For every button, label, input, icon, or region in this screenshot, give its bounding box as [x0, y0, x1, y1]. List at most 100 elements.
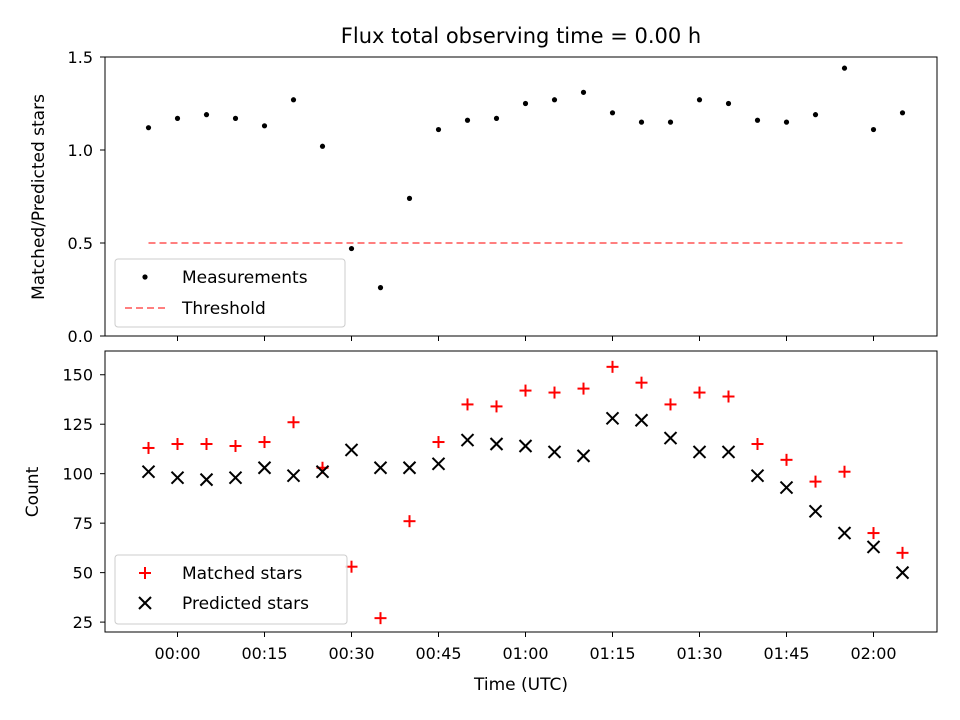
measurement-point [377, 285, 384, 291]
matched-star-point [200, 438, 213, 451]
predicted-star-point [199, 472, 214, 487]
count-marks [141, 360, 910, 625]
predicted-star-point [721, 445, 736, 459]
matched-star-point [664, 398, 677, 411]
matched-star-point [432, 436, 445, 449]
ratio-x-ticks [177, 336, 874, 341]
count-x-tick-label: 02:00 [850, 644, 896, 663]
matched-star-point [490, 400, 503, 413]
predicted-star-point [779, 480, 794, 495]
matched-star-point [896, 546, 909, 559]
matched-star-point [142, 441, 155, 454]
measurement-point [261, 123, 268, 129]
measurement-point [522, 100, 529, 107]
ratio-y-tick-label: 1.5 [68, 48, 93, 67]
legend-marker-predicted-stars [138, 596, 152, 610]
matched-star-point [809, 475, 822, 488]
count-legend: Matched stars Predicted stars [114, 554, 348, 625]
measurement-point [174, 115, 181, 121]
matched-star-point [577, 382, 590, 395]
ratio-panel: 0.0 0.5 1.0 1.5 Matched/Predicted stars Mea… [29, 48, 938, 346]
measurement-point [841, 65, 848, 71]
ratio-y-tick-label: 0.5 [68, 234, 93, 253]
predicted-star-point [518, 439, 533, 453]
measurement-point [696, 97, 703, 103]
ratio-legend-box [114, 258, 346, 328]
count-x-axis-label: Time (UTC) [473, 675, 568, 695]
predicted-star-point [489, 437, 504, 451]
legend-label-measurements: Measurements [182, 268, 308, 288]
ratio-y-ticks: 0.0 0.5 1.0 1.5 [68, 48, 105, 346]
matched-star-point [461, 398, 474, 411]
legend-marker-matched-stars [139, 567, 151, 579]
measurement-point [609, 110, 616, 116]
count-x-tick-label: 00:00 [154, 644, 200, 663]
count-x-tick-label: 01:45 [763, 644, 809, 663]
predicted-star-point [547, 445, 562, 459]
count-x-tick-label: 01:30 [676, 644, 722, 663]
predicted-star-point [460, 433, 475, 447]
matched-star-point [722, 390, 735, 403]
measurement-point [725, 100, 732, 107]
predicted-star-point [170, 470, 185, 485]
legend-label-matched-stars: Matched stars [182, 564, 302, 584]
predicted-star-point [663, 431, 678, 445]
matched-star-point [403, 515, 416, 528]
measurement-point [783, 119, 790, 125]
measurement-point [551, 97, 558, 103]
predicted-star-point [373, 461, 388, 475]
matched-star-point [635, 376, 648, 389]
measurement-point [812, 112, 819, 118]
measurement-point [435, 126, 442, 133]
legend-label-threshold: Threshold [181, 299, 266, 319]
predicted-star-point [141, 465, 156, 479]
matched-star-point [229, 439, 242, 452]
count-y-axis-label: Count [23, 466, 43, 517]
count-x-tick-label: 00:30 [328, 644, 374, 663]
predicted-star-point [286, 468, 301, 483]
measurement-point [348, 245, 355, 252]
measurement-point [870, 126, 877, 133]
measurement-point [667, 119, 674, 125]
ratio-y-tick-label: 0.0 [68, 327, 93, 346]
count-y-tick-label: 25 [73, 613, 93, 632]
count-x-tick-label: 01:15 [589, 644, 635, 663]
predicted-star-point [866, 540, 881, 554]
count-x-ticks: 00:00 00:15 00:30 00:45 01:00 01:15 01:30 01:45… [154, 632, 897, 663]
measurement-point [145, 125, 152, 131]
count-x-tick-label: 00:15 [241, 644, 287, 663]
measurement-point [319, 143, 326, 149]
predicted-star-point [344, 443, 359, 457]
predicted-star-point [576, 449, 591, 463]
predicted-star-point [257, 461, 272, 475]
matched-star-point [606, 360, 619, 373]
measurement-point [203, 112, 210, 118]
predicted-star-point [605, 411, 620, 425]
measurement-point [638, 119, 645, 125]
count-legend-box [114, 554, 348, 625]
measurement-point [464, 117, 471, 123]
matched-star-point [548, 386, 561, 399]
measurement-point [232, 115, 239, 121]
matched-star-point [519, 384, 532, 397]
predicted-star-point [808, 504, 823, 518]
ratio-y-tick-label: 1.0 [68, 141, 93, 160]
chart-title: Flux total observing time = 0.00 h [341, 24, 701, 48]
count-panel: 25 50 75 100 125 150 00:00 00:15 00:30 00:45 01:0… [23, 350, 938, 695]
ratio-marks [145, 65, 906, 291]
matched-star-point [780, 453, 793, 466]
matched-star-point [693, 386, 706, 399]
legend-marker-measurements [142, 274, 148, 280]
predicted-star-point [402, 461, 417, 475]
matched-star-point [374, 612, 387, 625]
predicted-star-point [315, 465, 330, 479]
measurement-point [580, 89, 587, 95]
matched-star-point [867, 527, 880, 540]
matched-star-point [751, 438, 764, 451]
count-x-tick-label: 00:45 [415, 644, 461, 663]
measurement-point [899, 110, 906, 116]
predicted-star-point [634, 413, 649, 427]
count-y-tick-label: 75 [73, 514, 93, 533]
measurement-point [493, 115, 500, 121]
